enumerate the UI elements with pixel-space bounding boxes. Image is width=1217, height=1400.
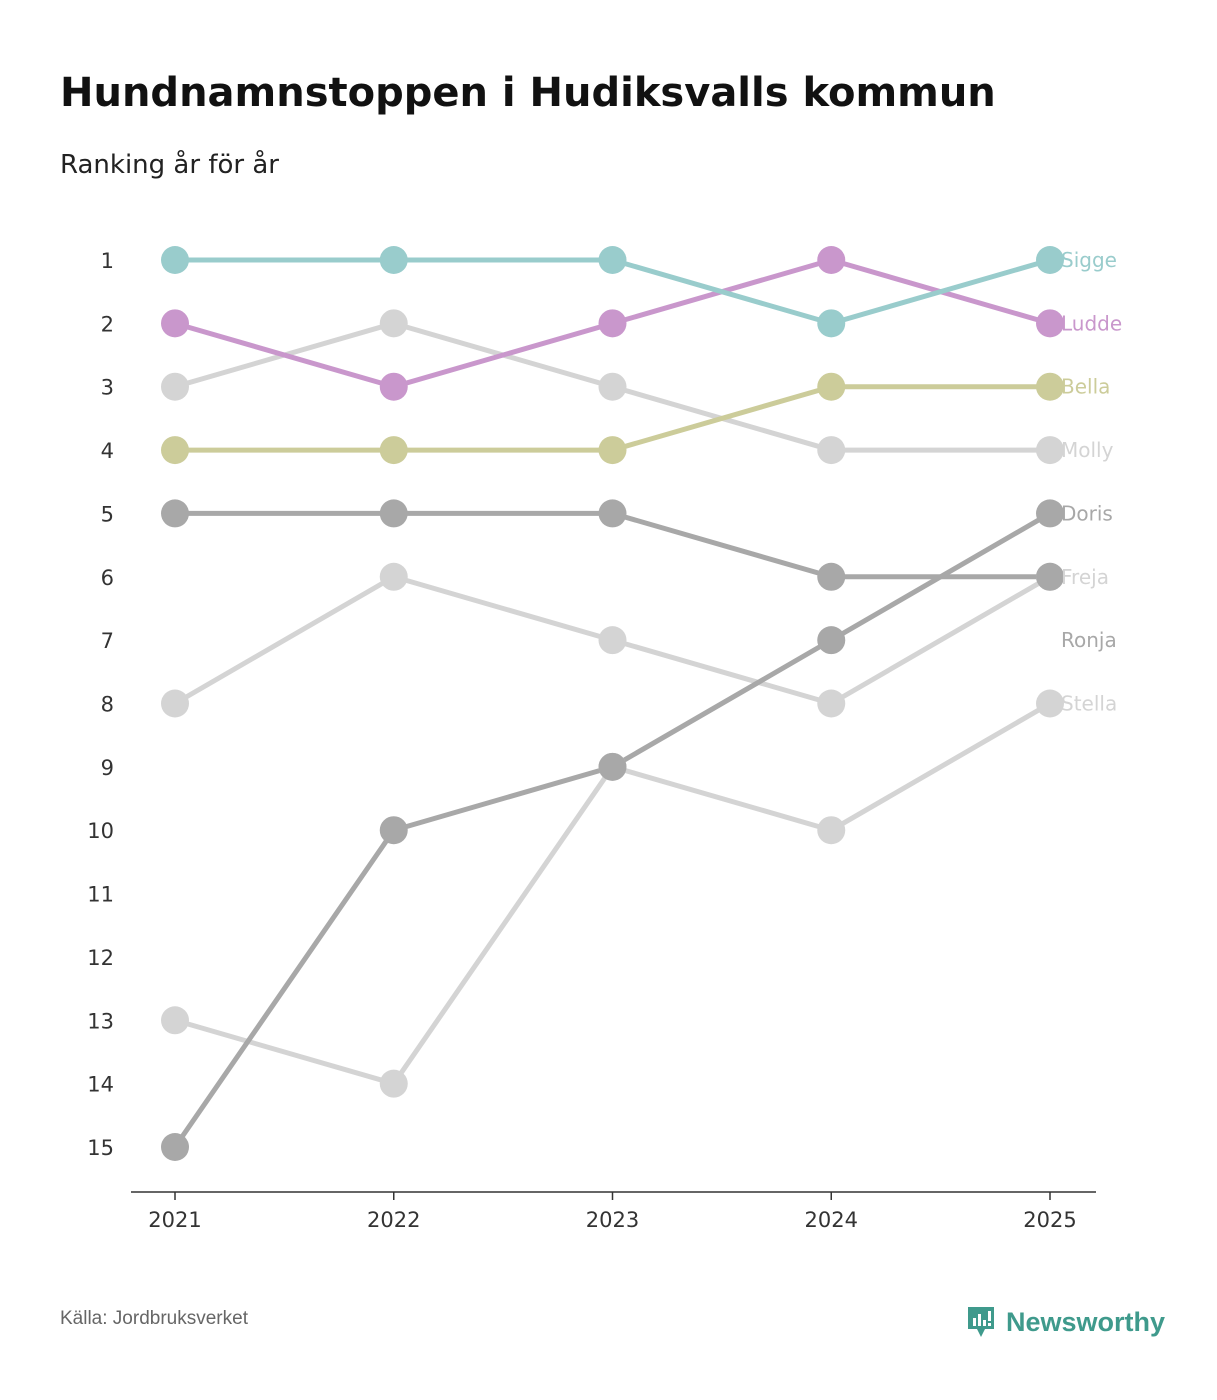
data-point-doris [1036, 562, 1064, 591]
data-point-sigge [161, 246, 189, 274]
data-point-molly [817, 436, 846, 465]
data-point-ronja [379, 816, 408, 845]
data-point-ronja [1036, 499, 1064, 528]
data-point-ludde [817, 246, 846, 274]
data-point-freja [817, 689, 846, 718]
data-point-bella [598, 436, 627, 465]
y-tick-label: 8 [101, 693, 114, 717]
series-label-stella: Stella [1061, 692, 1117, 716]
data-point-stella [379, 1069, 408, 1098]
data-point-molly [161, 372, 189, 401]
y-tick-label: 1 [101, 249, 114, 273]
data-point-sigge [817, 309, 846, 338]
data-point-freja [379, 562, 408, 591]
series-label-bella: Bella [1061, 375, 1110, 399]
newsworthy-logo-icon [968, 1307, 994, 1337]
data-point-ludde [379, 372, 408, 401]
data-point-ludde [161, 309, 189, 338]
series-label-ronja: Ronja [1061, 628, 1117, 652]
data-point-doris [379, 499, 408, 528]
y-tick-label: 11 [87, 883, 114, 907]
series-label-sigge: Sigge [1061, 248, 1117, 272]
data-point-molly [598, 372, 627, 401]
series-label-freja: Freja [1061, 565, 1109, 589]
y-tick-label: 7 [101, 629, 114, 653]
y-tick-label: 5 [101, 502, 114, 526]
data-point-bella [817, 372, 846, 401]
data-point-molly [379, 309, 408, 338]
y-tick-label: 10 [87, 819, 114, 843]
data-point-freja [161, 689, 189, 718]
data-point-stella [161, 1006, 189, 1035]
y-tick-label: 14 [87, 1073, 114, 1097]
end-labels: Sigge Ludde Bella Molly Doris Freja Ronja Stell… [1061, 248, 1122, 716]
y-tick-label: 2 [101, 312, 114, 336]
x-tick-label: 2023 [586, 1208, 639, 1232]
y-tick-label: 6 [101, 566, 114, 590]
brand-logo[interactable]: Newsworthy [966, 1302, 1165, 1342]
data-point-bella [1036, 372, 1064, 401]
series-points [161, 246, 1064, 1161]
series-label-ludde: Ludde [1061, 311, 1122, 335]
data-point-doris [817, 562, 846, 591]
data-point-ronja [817, 626, 846, 655]
source-note: Källa: Jordbruksverket [60, 1308, 248, 1329]
data-point-sigge [1036, 246, 1064, 274]
y-tick-label: 4 [101, 439, 114, 463]
data-point-ludde [598, 309, 627, 338]
data-point-molly [1036, 436, 1064, 465]
series-label-molly: Molly [1061, 438, 1114, 462]
x-tick-label: 2025 [1023, 1208, 1076, 1232]
x-tick-label: 2021 [148, 1208, 201, 1232]
x-tick-label: 2022 [367, 1208, 420, 1232]
data-point-doris [161, 499, 189, 528]
data-point-sigge [598, 246, 627, 274]
y-tick-label: 3 [101, 376, 114, 400]
data-point-stella [817, 816, 846, 845]
x-tick-label: 2024 [805, 1208, 858, 1232]
y-tick-label: 9 [101, 756, 114, 780]
brand-name: Newsworthy [1006, 1306, 1166, 1337]
y-tick-label: 15 [87, 1136, 114, 1160]
data-point-sigge [379, 246, 408, 274]
y-tick-label: 12 [87, 946, 114, 970]
data-point-bella [161, 436, 189, 465]
data-point-bella [379, 436, 408, 465]
data-point-freja [598, 626, 627, 655]
data-point-ludde [1036, 309, 1064, 338]
data-point-doris [598, 499, 627, 528]
chart-title: Hundnamnstoppen i Hudiksvalls kommun [60, 70, 996, 116]
x-axis: 2021 2022 2023 2024 2025 [131, 1191, 1096, 1232]
series-line-ronja [172, 511, 1052, 1149]
y-tick-label: 13 [87, 1009, 114, 1033]
data-point-stella [1036, 689, 1064, 718]
chart-subtitle: Ranking år för år [60, 150, 279, 180]
data-point-ronja [598, 752, 627, 781]
series-label-doris: Doris [1061, 501, 1113, 525]
data-point-ronja [161, 1133, 189, 1161]
